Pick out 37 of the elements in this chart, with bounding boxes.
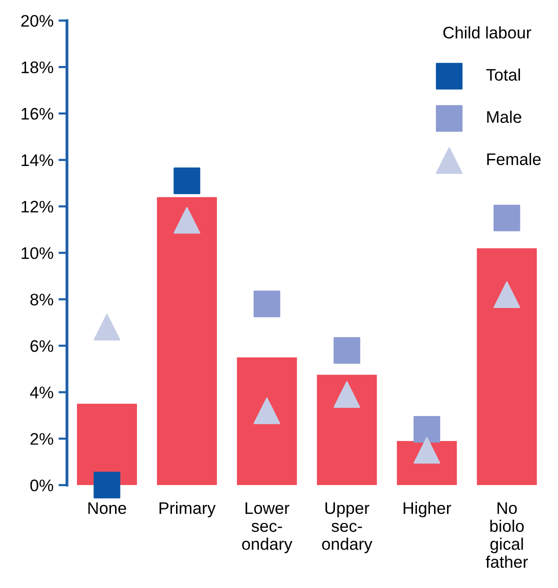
- point: [494, 281, 520, 308]
- y-tick-label: 12%: [22, 200, 54, 213]
- x-tick-label: No biolo gical father: [486, 502, 528, 568]
- point: [174, 207, 200, 234]
- x-tick-label: Higher: [404, 502, 452, 518]
- point: [334, 381, 360, 408]
- bar: [476, 248, 537, 486]
- bar: [236, 357, 297, 486]
- point: [94, 472, 120, 498]
- legend-label: Female: [487, 152, 541, 166]
- bar: [316, 374, 377, 486]
- point: [94, 314, 120, 340]
- y-tick-label: 14%: [22, 154, 54, 166]
- y-tick-label: 20%: [21, 14, 54, 27]
- point: [254, 290, 280, 318]
- y-tick-label: 4%: [30, 386, 54, 398]
- x-tick-label: Upper sec- ondary: [322, 502, 372, 554]
- y-tick-label: 16%: [22, 108, 54, 120]
- legend-label: Male: [487, 110, 522, 123]
- x-tick-label: Lower sec- ondary: [242, 502, 292, 554]
- y-tick-label: 2%: [30, 433, 54, 445]
- y-tick-label: 6%: [30, 340, 54, 352]
- y-tick-label: 0%: [30, 480, 54, 492]
- legend-label: Total: [486, 68, 520, 81]
- point: [254, 397, 280, 424]
- x-tick-label: Primary: [160, 502, 216, 518]
- bar: [76, 404, 137, 486]
- point: [414, 416, 440, 443]
- y-tick-label: 18%: [22, 61, 54, 74]
- x-tick-label: None: [88, 502, 126, 514]
- bar: [156, 197, 217, 486]
- point: [494, 204, 520, 232]
- y-tick-label: 10%: [22, 247, 54, 260]
- legend-title: Child labour: [443, 26, 532, 39]
- y-tick-label: 8%: [30, 294, 54, 306]
- point: [334, 337, 360, 364]
- point: [174, 168, 200, 194]
